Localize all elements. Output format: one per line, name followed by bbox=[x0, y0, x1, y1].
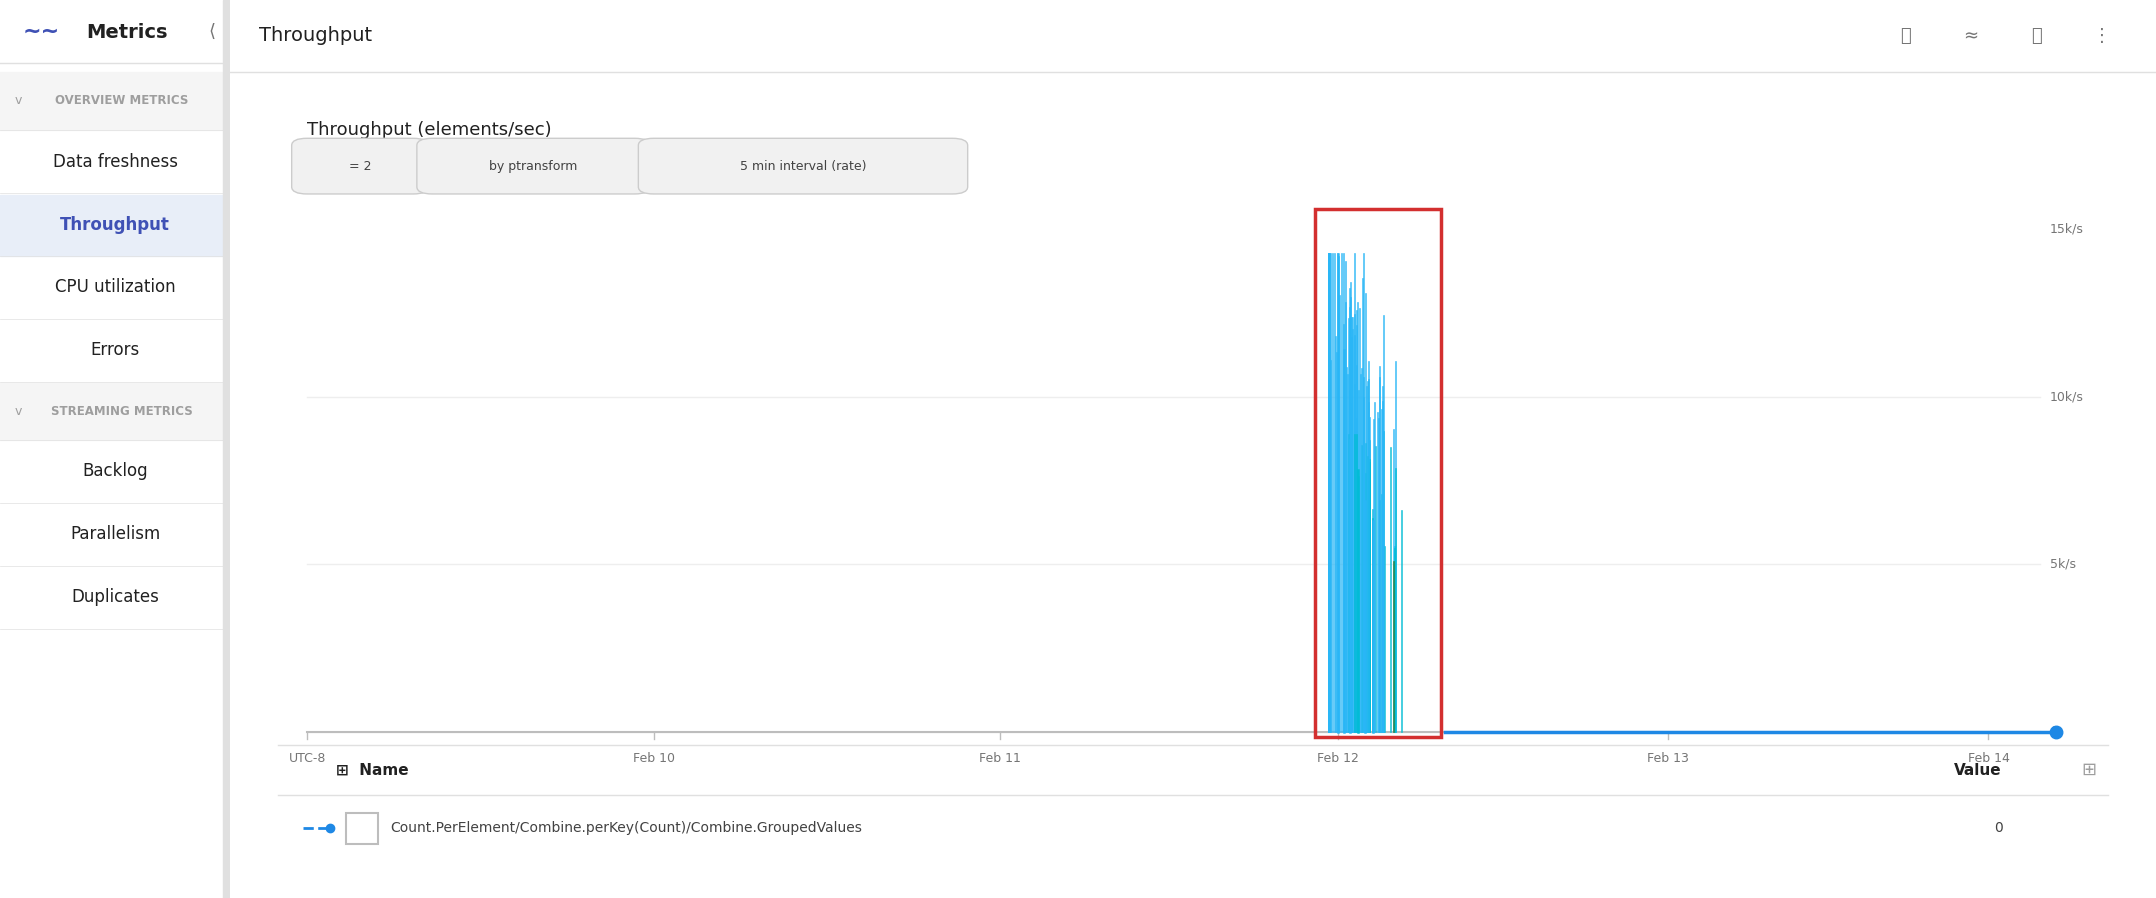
Text: Throughput (elements/sec): Throughput (elements/sec) bbox=[306, 121, 552, 139]
Bar bbox=[0, 505, 231, 566]
Text: Value: Value bbox=[1953, 762, 2001, 778]
FancyBboxPatch shape bbox=[638, 138, 968, 194]
Text: Feb 10: Feb 10 bbox=[632, 752, 675, 764]
Text: Data freshness: Data freshness bbox=[52, 153, 177, 171]
Text: Throughput: Throughput bbox=[60, 216, 170, 233]
Text: v: v bbox=[15, 94, 22, 107]
Text: CPU utilization: CPU utilization bbox=[54, 278, 175, 296]
Text: ~~: ~~ bbox=[24, 22, 60, 41]
Text: 0: 0 bbox=[2050, 726, 2059, 738]
Text: STREAMING METRICS: STREAMING METRICS bbox=[52, 405, 192, 418]
Bar bbox=[345, 814, 377, 844]
FancyBboxPatch shape bbox=[416, 138, 649, 194]
Text: Errors: Errors bbox=[91, 341, 140, 359]
Bar bbox=[222, 0, 231, 898]
Bar bbox=[0, 72, 231, 130]
Text: Backlog: Backlog bbox=[82, 462, 149, 480]
Text: OVERVIEW METRICS: OVERVIEW METRICS bbox=[56, 94, 188, 107]
Text: ⬜: ⬜ bbox=[2031, 27, 2042, 45]
Text: ≈: ≈ bbox=[1964, 27, 1979, 45]
Text: Parallelism: Parallelism bbox=[69, 525, 160, 543]
Text: ⊞: ⊞ bbox=[2081, 761, 2096, 779]
Text: 15k/s: 15k/s bbox=[2050, 223, 2085, 235]
Bar bbox=[0, 195, 231, 256]
Text: ⟨: ⟨ bbox=[209, 23, 216, 41]
FancyBboxPatch shape bbox=[291, 138, 429, 194]
Text: ⊞  Name: ⊞ Name bbox=[336, 762, 410, 778]
Bar bbox=[1315, 209, 1442, 737]
Text: Feb 14: Feb 14 bbox=[1968, 752, 2009, 764]
Text: Feb 11: Feb 11 bbox=[979, 752, 1022, 764]
Text: 5 min interval (rate): 5 min interval (rate) bbox=[740, 160, 867, 172]
Bar bbox=[231, 0, 2156, 72]
Text: Count.PerElement/Combine.perKey(Count)/Combine.GroupedValues: Count.PerElement/Combine.perKey(Count)/C… bbox=[390, 822, 862, 835]
Bar bbox=[0, 132, 231, 193]
Text: Metrics: Metrics bbox=[86, 22, 168, 42]
Text: Throughput: Throughput bbox=[259, 26, 373, 46]
Text: UTC-8: UTC-8 bbox=[289, 752, 326, 764]
Text: Feb 12: Feb 12 bbox=[1317, 752, 1360, 764]
Text: ⋮: ⋮ bbox=[2093, 27, 2111, 45]
Bar bbox=[0, 258, 231, 319]
Text: 10k/s: 10k/s bbox=[2050, 390, 2085, 403]
Bar bbox=[0, 442, 231, 503]
Bar bbox=[0, 0, 231, 63]
Bar bbox=[0, 568, 231, 629]
Text: 5k/s: 5k/s bbox=[2050, 558, 2076, 571]
Text: Duplicates: Duplicates bbox=[71, 588, 160, 606]
Text: ⌕: ⌕ bbox=[1899, 27, 1910, 45]
Text: 0: 0 bbox=[1994, 822, 2003, 835]
Text: v: v bbox=[15, 405, 22, 418]
Text: = 2: = 2 bbox=[349, 160, 371, 172]
Text: Feb 13: Feb 13 bbox=[1647, 752, 1688, 764]
Text: by ptransform: by ptransform bbox=[489, 160, 578, 172]
Bar bbox=[0, 321, 231, 382]
Bar bbox=[0, 383, 231, 440]
